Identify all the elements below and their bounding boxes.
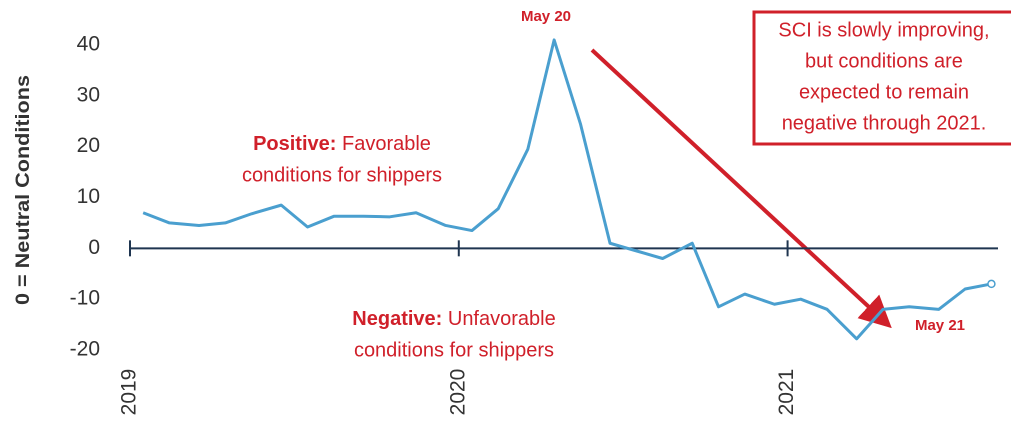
negative-text: Unfavorable [442,308,555,330]
y-tick-label: 0 [88,236,100,259]
y-tick-label: 20 [77,134,100,157]
callout-line: expected to remain [799,81,969,103]
y-tick-label: 40 [77,33,100,56]
callout-line: negative through 2021. [782,112,987,134]
data-line [142,38,992,341]
x-tick-label: 2020 [446,369,469,416]
negative-note: Negative: Unfavorable [352,308,555,330]
y-tick-label: -10 [70,287,100,310]
last-point [987,279,996,289]
positive-note: Positive: Favorable [253,133,431,155]
y-axis-label: 0 = Neutral Conditions [13,75,34,305]
end-label: May 21 [915,317,965,334]
positive-note-2: conditions for shippers [242,164,442,186]
negative-bold: Negative: [352,308,442,330]
y-tick-label: 30 [77,83,100,106]
positive-text: Favorable [336,133,431,155]
trend-arrow [590,48,892,329]
x-tick-label: 2019 [118,369,141,416]
callout-line: but conditions are [805,50,963,72]
x-tick-label: 2021 [775,369,798,416]
y-tick-label: -20 [70,338,100,361]
negative-note-2: conditions for shippers [354,339,554,361]
callout-line: SCI is slowly improving, [778,19,989,41]
callout-box [752,10,1011,146]
positive-bold: Positive: [253,133,336,155]
y-tick-label: 10 [77,185,100,208]
peak-label: May 20 [521,8,571,25]
